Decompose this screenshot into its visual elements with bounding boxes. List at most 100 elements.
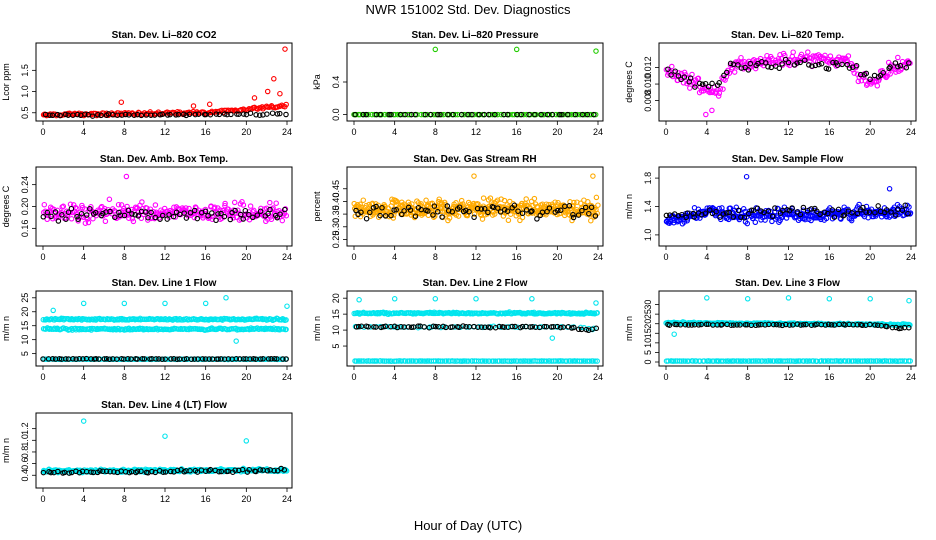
data-point — [481, 206, 488, 212]
data-point — [687, 85, 693, 91]
data-point — [544, 111, 551, 118]
data-point — [785, 59, 792, 66]
data-point — [702, 80, 709, 87]
data-point — [703, 111, 709, 118]
data-point — [152, 214, 159, 221]
data-point — [404, 358, 411, 364]
data-point — [277, 110, 283, 117]
data-point — [70, 356, 76, 362]
x-tick-label: 4 — [81, 494, 86, 504]
data-point — [737, 322, 743, 328]
y-tick-label: 1.8 — [643, 172, 653, 185]
data-point — [273, 200, 279, 206]
data-point — [40, 214, 47, 220]
x-tick-label: 4 — [392, 127, 397, 137]
data-point — [519, 210, 526, 217]
data-point — [846, 358, 853, 364]
data-point — [190, 103, 197, 109]
data-point — [95, 112, 101, 118]
data-point — [353, 358, 360, 364]
data-point — [845, 53, 852, 59]
data-point — [240, 111, 247, 117]
x-tick-label: 16 — [512, 252, 522, 262]
data-point — [56, 356, 63, 362]
x-tick-label: 12 — [160, 127, 170, 137]
data-point — [202, 356, 209, 362]
y-tick-label: 15 — [20, 321, 30, 331]
plot-frame — [658, 42, 917, 122]
x-tick-label: 24 — [593, 372, 603, 382]
data-point — [194, 215, 201, 222]
x-tick-label: 0 — [351, 127, 356, 137]
data-point — [430, 212, 436, 218]
data-point — [212, 204, 218, 211]
data-point — [883, 207, 890, 213]
data-point — [812, 62, 819, 69]
data-point — [750, 358, 757, 364]
data-point — [723, 69, 730, 76]
data-point — [404, 111, 411, 118]
data-point — [63, 216, 69, 222]
data-point — [779, 61, 785, 67]
data-point — [546, 201, 552, 208]
data-point — [264, 468, 271, 474]
data-point — [763, 213, 770, 219]
y-tick-label: 1.0 — [643, 229, 653, 242]
plot-frame — [658, 166, 917, 247]
data-point — [373, 203, 379, 210]
data-point — [529, 296, 535, 302]
data-point — [186, 111, 193, 118]
data-point — [240, 216, 246, 222]
data-point — [743, 173, 750, 180]
y-tick-label: 0.008 — [643, 89, 653, 112]
data-point — [875, 203, 881, 209]
data-point — [49, 356, 56, 362]
data-point — [790, 49, 796, 55]
data-point — [898, 325, 904, 331]
data-point — [823, 215, 830, 222]
data-point — [825, 66, 832, 72]
panel-5: Stan. Dev. Gas Stream RH percent 0 4 8 12 16 20… — [312, 154, 604, 262]
data-point — [386, 111, 392, 118]
data-point — [222, 202, 228, 209]
data-point — [675, 213, 682, 219]
data-point — [215, 211, 221, 217]
data-point — [741, 214, 748, 221]
data-point — [149, 468, 155, 475]
data-point — [707, 358, 713, 364]
data-point — [565, 324, 572, 330]
data-point — [684, 210, 691, 216]
x-tick-label: 0 — [351, 372, 356, 382]
x-tick-label: 0 — [40, 494, 45, 504]
data-point — [572, 111, 579, 118]
data-point — [471, 214, 477, 221]
data-point — [739, 59, 745, 66]
data-point — [167, 111, 173, 118]
x-tick-label: 4 — [704, 372, 709, 382]
y-tick-label: 0.45 — [331, 180, 341, 198]
data-point — [872, 322, 878, 328]
data-point — [548, 324, 555, 330]
data-point — [564, 358, 570, 364]
data-point — [126, 112, 132, 118]
y-tick-label: 25 — [643, 309, 653, 319]
data-point — [704, 295, 710, 301]
data-point — [779, 322, 786, 329]
x-tick-label: 24 — [906, 252, 916, 262]
data-point — [735, 62, 741, 68]
data-point — [132, 212, 138, 218]
x-tick-label: 12 — [471, 372, 481, 382]
data-point — [876, 358, 883, 364]
data-point — [58, 209, 65, 216]
x-tick-label: 8 — [745, 252, 750, 262]
y-tick-label: 20 — [20, 307, 30, 317]
data-point — [171, 356, 177, 362]
data-point — [142, 209, 149, 215]
data-point — [886, 186, 893, 192]
x-tick-label: 8 — [745, 372, 750, 382]
data-point — [443, 358, 449, 364]
x-tick-label: 12 — [783, 252, 793, 262]
x-tick-label: 16 — [512, 127, 522, 137]
data-point — [377, 212, 383, 219]
data-point — [854, 210, 861, 217]
